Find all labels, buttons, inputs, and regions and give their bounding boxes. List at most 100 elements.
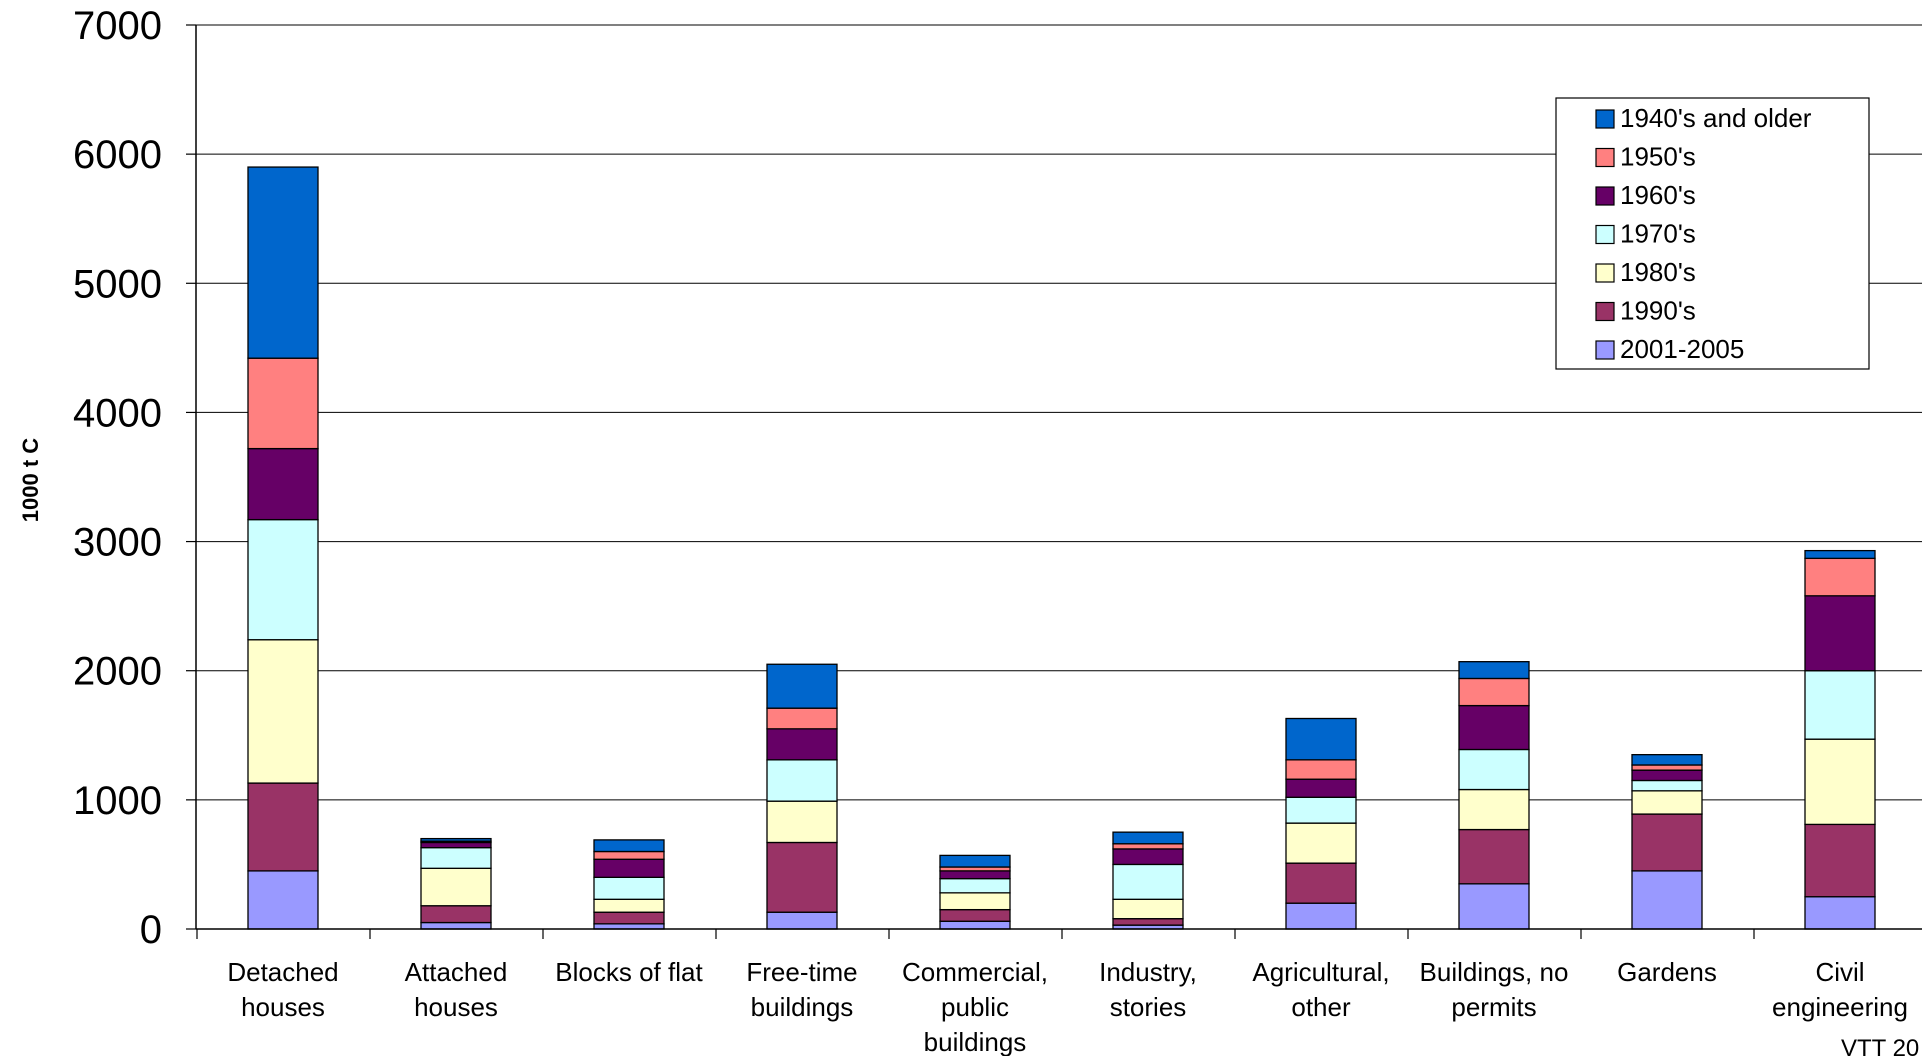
bar-segment bbox=[1804, 549, 1876, 560]
bar-segment bbox=[1112, 863, 1184, 900]
x-category-label: Commercial, public buildings bbox=[902, 957, 1048, 1056]
bar-segment bbox=[766, 759, 838, 802]
legend-label: 1950's bbox=[1620, 142, 1696, 172]
bar-segment bbox=[766, 728, 838, 761]
bar-segment bbox=[247, 166, 319, 359]
x-category-label: Detached houses bbox=[227, 957, 338, 1022]
bar-segment bbox=[1631, 754, 1703, 766]
bar-segment bbox=[1112, 898, 1184, 920]
x-category-label: Agricultural, other bbox=[1252, 957, 1389, 1022]
bar-segment bbox=[420, 841, 492, 849]
legend: 1940's and older 1950's 1960's 1970's 1980's… bbox=[1555, 97, 1870, 370]
bar-segment bbox=[1285, 759, 1357, 780]
bar-segment bbox=[1285, 717, 1357, 761]
bar-segment bbox=[1285, 822, 1357, 864]
bar-segment bbox=[1112, 831, 1184, 845]
bar-segment bbox=[420, 905, 492, 924]
x-category-label: Industry, stories bbox=[1099, 957, 1197, 1022]
y-tick-label: 2000 bbox=[73, 650, 162, 694]
bar-segment bbox=[1458, 748, 1530, 791]
bar-segment bbox=[1458, 883, 1530, 930]
y-tick-label: 1000 bbox=[73, 779, 162, 823]
bar-segment bbox=[1631, 769, 1703, 782]
legend-label: 1990's bbox=[1620, 296, 1696, 326]
y-tick-label: 0 bbox=[140, 908, 162, 952]
legend-swatch bbox=[1595, 186, 1615, 206]
bar-segment bbox=[766, 663, 838, 709]
y-tick-label: 7000 bbox=[73, 4, 162, 48]
bar-segment bbox=[420, 921, 492, 930]
bar-segment bbox=[766, 841, 838, 913]
bar-segment bbox=[420, 846, 492, 869]
y-tick-label: 6000 bbox=[73, 133, 162, 177]
legend-swatch bbox=[1595, 224, 1615, 245]
legend-swatch bbox=[1595, 340, 1615, 360]
bar-segment bbox=[1458, 661, 1530, 680]
bar-segment bbox=[247, 357, 319, 450]
bar-segment bbox=[1804, 896, 1876, 930]
bar-segment bbox=[1631, 813, 1703, 872]
bar-segment bbox=[593, 850, 665, 860]
bar-segment bbox=[247, 518, 319, 641]
bar-segment bbox=[1804, 823, 1876, 898]
gridlines bbox=[196, 24, 1922, 801]
bar-segment bbox=[593, 923, 665, 930]
bar-segment bbox=[939, 854, 1011, 868]
bar-segment bbox=[939, 908, 1011, 922]
x-category-label: Free-time buildings bbox=[746, 957, 857, 1022]
source-note: VTT 20 bbox=[1841, 1035, 1919, 1056]
bar-segment bbox=[1285, 862, 1357, 904]
y-tick-label: 5000 bbox=[73, 262, 162, 306]
bar-segment bbox=[247, 447, 319, 521]
bar-segment bbox=[1458, 677, 1530, 707]
legend-label: 1960's bbox=[1620, 180, 1696, 210]
bar-segment bbox=[939, 870, 1011, 880]
bar-segment bbox=[420, 867, 492, 907]
bar-segment bbox=[1631, 790, 1703, 815]
bar-segment bbox=[1285, 796, 1357, 824]
bar-segment bbox=[766, 707, 838, 730]
bar-segment bbox=[766, 911, 838, 930]
bar-segment bbox=[939, 920, 1011, 930]
bar-segment bbox=[1631, 764, 1703, 771]
bar-segment bbox=[1804, 738, 1876, 826]
x-category-label: Buildings, no permits bbox=[1420, 957, 1569, 1022]
bar-segment bbox=[1631, 870, 1703, 930]
bar-segment bbox=[593, 876, 665, 900]
bar-segment bbox=[420, 837, 492, 842]
bar-segment bbox=[247, 639, 319, 784]
bar-segment bbox=[1804, 557, 1876, 597]
axes bbox=[186, 24, 1922, 939]
bar-segment bbox=[766, 800, 838, 844]
bar-segment bbox=[593, 911, 665, 925]
x-category-label: Attached houses bbox=[405, 957, 508, 1022]
bar-segment bbox=[1285, 902, 1357, 930]
bars bbox=[247, 166, 1876, 930]
bar-segment bbox=[1112, 843, 1184, 850]
bar-segment bbox=[1458, 788, 1530, 831]
bar-segment bbox=[593, 898, 665, 913]
bar-segment bbox=[1458, 704, 1530, 751]
legend-swatch bbox=[1595, 147, 1615, 168]
bar-segment bbox=[593, 858, 665, 878]
legend-label: 2001-2005 bbox=[1620, 334, 1744, 364]
bar-segment bbox=[1112, 848, 1184, 866]
y-tick-label: 3000 bbox=[73, 521, 162, 565]
legend-swatch bbox=[1595, 263, 1615, 283]
bar-segment bbox=[247, 870, 319, 930]
legend-label: 1980's bbox=[1620, 257, 1696, 287]
x-category-label: Civil engineering bbox=[1772, 957, 1908, 1022]
x-category-label: Gardens bbox=[1617, 957, 1717, 987]
legend-label: 1940's and older bbox=[1620, 103, 1812, 133]
labels: 0 1000 2000 3000 4000 5000 6000 7000 Detached hou… bbox=[73, 4, 1908, 1056]
bar-segment bbox=[939, 892, 1011, 911]
bar-segment bbox=[1804, 670, 1876, 740]
bar-segment bbox=[247, 782, 319, 872]
bar-segment bbox=[1458, 828, 1530, 885]
y-axis-label: 1000 t C bbox=[18, 438, 43, 522]
legend-label: 1970's bbox=[1620, 219, 1696, 249]
bar-segment bbox=[1804, 595, 1876, 672]
bar-segment bbox=[593, 839, 665, 853]
bar-segment bbox=[1112, 918, 1184, 926]
